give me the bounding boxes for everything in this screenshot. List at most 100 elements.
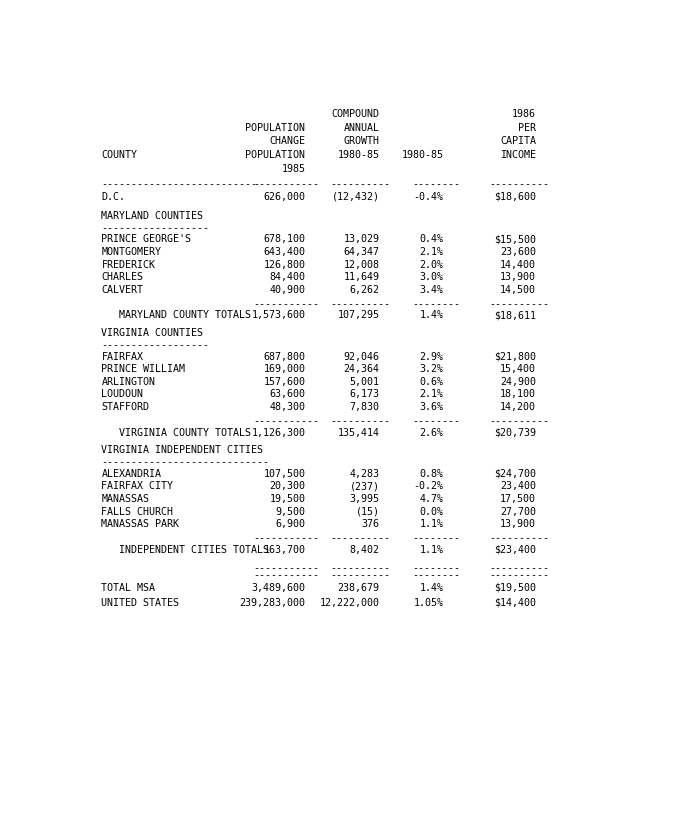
Text: 18,100: 18,100: [500, 389, 536, 399]
Text: ARLINGTON: ARLINGTON: [101, 376, 155, 386]
Text: COUNTY: COUNTY: [101, 150, 137, 160]
Text: INCOME: INCOME: [500, 150, 536, 160]
Text: 8,402: 8,402: [350, 544, 380, 554]
Text: -----------: -----------: [254, 415, 319, 425]
Text: 3,489,600: 3,489,600: [252, 582, 306, 592]
Text: PER: PER: [518, 122, 536, 132]
Text: --------------------------: --------------------------: [101, 179, 257, 189]
Text: 12,222,000: 12,222,000: [319, 597, 380, 607]
Text: ----------: ----------: [490, 415, 549, 425]
Text: POPULATION: POPULATION: [246, 122, 306, 132]
Text: 107,295: 107,295: [338, 310, 380, 320]
Text: $20,739: $20,739: [494, 427, 536, 437]
Text: ----------: ----------: [490, 299, 549, 308]
Text: ----------: ----------: [490, 179, 549, 189]
Text: 2.9%: 2.9%: [419, 351, 443, 361]
Text: ----------: ----------: [490, 533, 549, 543]
Text: 1.4%: 1.4%: [419, 310, 443, 320]
Text: 13,900: 13,900: [500, 272, 536, 282]
Text: 626,000: 626,000: [263, 192, 306, 202]
Text: 48,300: 48,300: [269, 401, 306, 412]
Text: 64,347: 64,347: [343, 246, 380, 256]
Text: CHARLES: CHARLES: [101, 272, 144, 282]
Text: ----------: ----------: [490, 570, 549, 580]
Text: 14,500: 14,500: [500, 284, 536, 294]
Text: FAIRFAX: FAIRFAX: [101, 351, 144, 361]
Text: 4.7%: 4.7%: [419, 494, 443, 504]
Text: 2.1%: 2.1%: [419, 389, 443, 399]
Text: --------: --------: [412, 562, 460, 572]
Text: FAIRFAX CITY: FAIRFAX CITY: [101, 480, 174, 490]
Text: MARYLAND COUNTY TOTALS: MARYLAND COUNTY TOTALS: [101, 310, 252, 320]
Text: $19,500: $19,500: [494, 582, 536, 592]
Text: 17,500: 17,500: [500, 494, 536, 504]
Text: $23,400: $23,400: [494, 544, 536, 554]
Text: CALVERT: CALVERT: [101, 284, 144, 294]
Text: $18,611: $18,611: [494, 310, 536, 320]
Text: 239,283,000: 239,283,000: [239, 597, 306, 607]
Text: 4,283: 4,283: [350, 468, 380, 478]
Text: LOUDOUN: LOUDOUN: [101, 389, 144, 399]
Text: 27,700: 27,700: [500, 506, 536, 516]
Text: 12,008: 12,008: [343, 259, 380, 270]
Text: 643,400: 643,400: [263, 246, 306, 256]
Text: 157,600: 157,600: [263, 376, 306, 386]
Text: 163,700: 163,700: [263, 544, 306, 554]
Text: VIRGINIA COUNTY TOTALS: VIRGINIA COUNTY TOTALS: [101, 427, 252, 437]
Text: 3,995: 3,995: [350, 494, 380, 504]
Text: 1,573,600: 1,573,600: [252, 310, 306, 320]
Text: 678,100: 678,100: [263, 234, 306, 244]
Text: ----------: ----------: [330, 533, 391, 543]
Text: 135,414: 135,414: [338, 427, 380, 437]
Text: ------------------: ------------------: [101, 340, 209, 350]
Text: ------------------: ------------------: [101, 222, 209, 232]
Text: $15,500: $15,500: [494, 234, 536, 244]
Text: ----------: ----------: [490, 562, 549, 572]
Text: 1,126,300: 1,126,300: [252, 427, 306, 437]
Text: TOTAL MSA: TOTAL MSA: [101, 582, 155, 592]
Text: 24,364: 24,364: [343, 364, 380, 374]
Text: 169,000: 169,000: [263, 364, 306, 374]
Text: 5,001: 5,001: [350, 376, 380, 386]
Text: $18,600: $18,600: [494, 192, 536, 202]
Text: 3.0%: 3.0%: [419, 272, 443, 282]
Text: 23,600: 23,600: [500, 246, 536, 256]
Text: -0.2%: -0.2%: [413, 480, 443, 490]
Text: 0.4%: 0.4%: [419, 234, 443, 244]
Text: COMPOUND: COMPOUND: [332, 109, 380, 119]
Text: ----------------------------: ----------------------------: [101, 457, 269, 466]
Text: FREDERICK: FREDERICK: [101, 259, 155, 270]
Text: --------: --------: [412, 415, 460, 425]
Text: 13,900: 13,900: [500, 519, 536, 528]
Text: POPULATION: POPULATION: [246, 150, 306, 160]
Text: 9,500: 9,500: [276, 506, 306, 516]
Text: 238,679: 238,679: [338, 582, 380, 592]
Text: 1985: 1985: [282, 164, 306, 174]
Text: 376: 376: [362, 519, 380, 528]
Text: 126,800: 126,800: [263, 259, 306, 270]
Text: -----------: -----------: [254, 562, 319, 572]
Text: FALLS CHURCH: FALLS CHURCH: [101, 506, 174, 516]
Text: 6,900: 6,900: [276, 519, 306, 528]
Text: GROWTH: GROWTH: [343, 136, 380, 146]
Text: 107,500: 107,500: [263, 468, 306, 478]
Text: 19,500: 19,500: [269, 494, 306, 504]
Text: 14,400: 14,400: [500, 259, 536, 270]
Text: INDEPENDENT CITIES TOTALS: INDEPENDENT CITIES TOTALS: [101, 544, 269, 554]
Text: MANASSAS: MANASSAS: [101, 494, 149, 504]
Text: --------: --------: [412, 299, 460, 308]
Text: 0.6%: 0.6%: [419, 376, 443, 386]
Text: --------: --------: [412, 570, 460, 580]
Text: -----------: -----------: [254, 570, 319, 580]
Text: ----------: ----------: [330, 415, 391, 425]
Text: (237): (237): [350, 480, 380, 490]
Text: VIRGINIA INDEPENDENT CITIES: VIRGINIA INDEPENDENT CITIES: [101, 445, 263, 455]
Text: 3.2%: 3.2%: [419, 364, 443, 374]
Text: 2.6%: 2.6%: [419, 427, 443, 437]
Text: 6,173: 6,173: [350, 389, 380, 399]
Text: -----------: -----------: [254, 533, 319, 543]
Text: D.C.: D.C.: [101, 192, 125, 202]
Text: $14,400: $14,400: [494, 597, 536, 607]
Text: CHANGE: CHANGE: [269, 136, 306, 146]
Text: 7,830: 7,830: [350, 401, 380, 412]
